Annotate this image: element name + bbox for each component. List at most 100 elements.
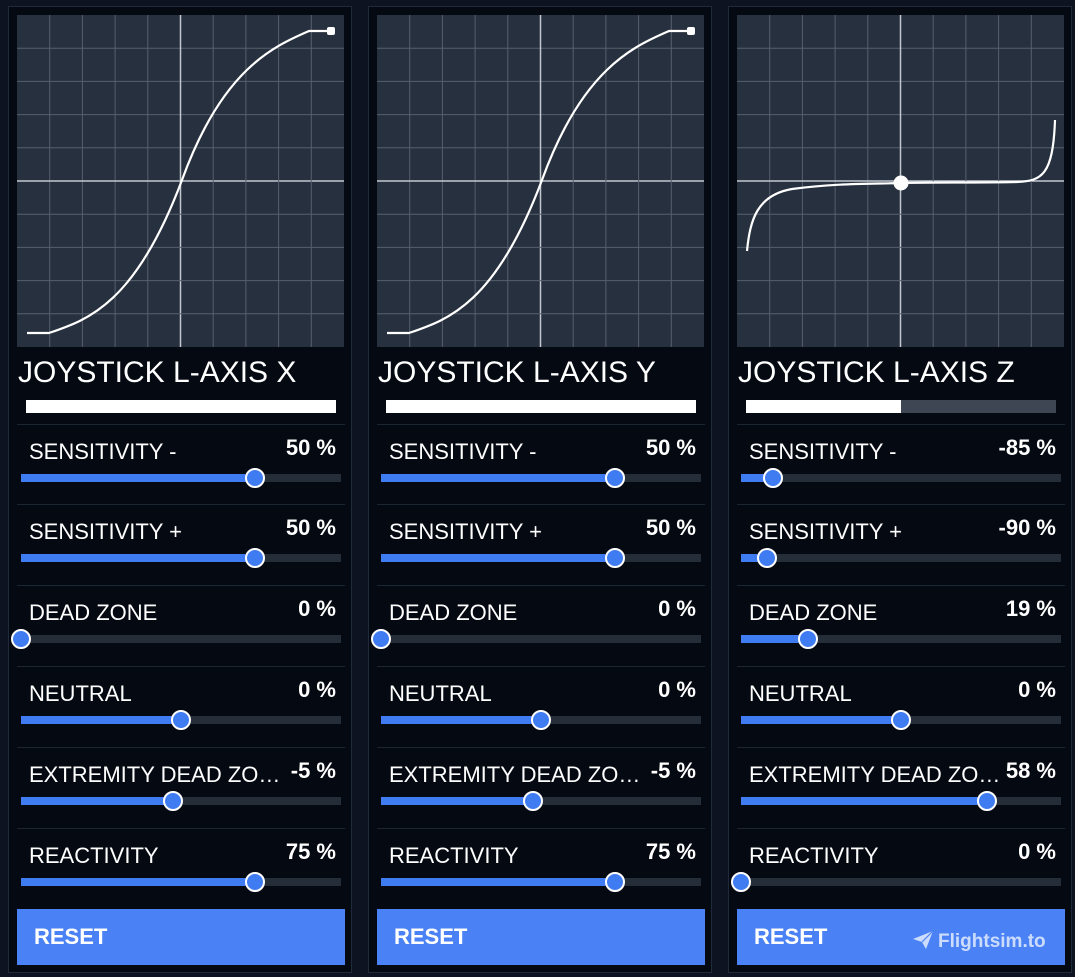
reactivity-slider[interactable] xyxy=(731,872,1061,892)
slider-fill xyxy=(21,878,255,886)
slider-fill xyxy=(381,797,533,805)
slider-fill xyxy=(381,716,541,724)
axis-panel-y: JOYSTICK L-AXIS Y SENSITIVITY - 50 % SEN… xyxy=(368,6,712,973)
slider-thumb[interactable] xyxy=(371,629,391,649)
slider-thumb[interactable] xyxy=(244,872,265,892)
setting-value: 19 % xyxy=(1005,596,1056,621)
setting-value: -90 % xyxy=(998,515,1056,540)
axis-input-meter-fill xyxy=(746,400,901,413)
extremity-dead-zone-slider[interactable] xyxy=(381,791,701,811)
axis-title: JOYSTICK L-AXIS Z xyxy=(738,356,1015,389)
axis-input-meter xyxy=(386,400,696,413)
slider-thumb[interactable] xyxy=(977,791,998,811)
setting-dead-zone: DEAD ZONE 0 % xyxy=(11,585,345,665)
dead-zone-slider[interactable] xyxy=(371,629,701,649)
slider-thumb[interactable] xyxy=(604,548,625,568)
reset-button[interactable]: RESET xyxy=(17,909,345,965)
reset-button[interactable]: RESET xyxy=(377,909,705,965)
slider-thumb[interactable] xyxy=(244,468,265,488)
response-curve-graph xyxy=(377,15,704,347)
neutral-slider[interactable] xyxy=(21,710,341,730)
axis-input-meter-fill xyxy=(26,400,336,413)
slider-thumb[interactable] xyxy=(244,548,265,568)
dead-zone-slider[interactable] xyxy=(11,629,341,649)
slider-thumb[interactable] xyxy=(604,872,625,892)
setting-value: -5 % xyxy=(650,758,696,783)
setting-extremity-dead-zone: EXTREMITY DEAD ZONE -5 % xyxy=(17,747,345,827)
slider-thumb[interactable] xyxy=(11,629,31,649)
slider-thumb[interactable] xyxy=(891,710,911,730)
extremity-dead-zone-slider[interactable] xyxy=(21,791,341,811)
axis-title: JOYSTICK L-AXIS Y xyxy=(378,356,656,389)
slider-thumb[interactable] xyxy=(531,710,551,730)
slider-fill xyxy=(21,554,255,562)
setting-label: EXTREMITY DEAD ZONE xyxy=(389,762,644,787)
setting-label: DEAD ZONE xyxy=(749,600,878,625)
response-curve xyxy=(27,29,331,335)
slider-thumb[interactable] xyxy=(604,468,625,488)
setting-sensitivity-minus: SENSITIVITY - 50 % xyxy=(17,424,345,504)
slider-fill xyxy=(381,878,615,886)
setting-neutral: NEUTRAL 0 % xyxy=(737,666,1065,746)
setting-extremity-dead-zone: EXTREMITY DEAD ZONE -5 % xyxy=(377,747,705,827)
extremity-dead-zone-slider[interactable] xyxy=(741,791,1061,811)
setting-value: 0 % xyxy=(658,677,696,702)
setting-sensitivity-plus: SENSITIVITY + -90 % xyxy=(737,504,1065,584)
setting-label: SENSITIVITY - xyxy=(29,439,177,464)
setting-value: 50 % xyxy=(285,515,336,540)
slider-thumb[interactable] xyxy=(763,468,783,488)
setting-dead-zone: DEAD ZONE 0 % xyxy=(371,585,705,665)
axis-title: JOYSTICK L-AXIS X xyxy=(18,356,297,389)
setting-label: SENSITIVITY - xyxy=(389,439,537,464)
setting-label: SENSITIVITY + xyxy=(29,519,183,544)
slider-thumb[interactable] xyxy=(163,791,183,811)
setting-neutral: NEUTRAL 0 % xyxy=(17,666,345,746)
setting-value: 0 % xyxy=(1018,677,1056,702)
sensitivity-minus-slider[interactable] xyxy=(21,468,341,488)
setting-value: 50 % xyxy=(645,515,696,540)
axis-input-meter-fill xyxy=(386,400,696,413)
response-curve xyxy=(387,29,691,335)
reactivity-slider[interactable] xyxy=(381,872,701,892)
axis-panel-z: JOYSTICK L-AXIS Z SENSITIVITY - -85 % SE… xyxy=(728,6,1072,973)
sensitivity-minus-slider[interactable] xyxy=(741,468,1061,488)
slider-thumb[interactable] xyxy=(171,710,191,730)
setting-sensitivity-minus: SENSITIVITY - 50 % xyxy=(377,424,705,504)
setting-label: SENSITIVITY - xyxy=(749,439,897,464)
sensitivity-minus-slider[interactable] xyxy=(381,468,701,488)
setting-value: 75 % xyxy=(645,839,696,864)
slider-thumb[interactable] xyxy=(523,791,543,811)
sensitivity-plus-slider[interactable] xyxy=(381,548,701,568)
reactivity-slider[interactable] xyxy=(21,872,341,892)
setting-value: 75 % xyxy=(285,839,336,864)
slider-thumb[interactable] xyxy=(798,629,819,649)
setting-value: 50 % xyxy=(645,435,696,460)
setting-reactivity: REACTIVITY 75 % xyxy=(377,828,705,908)
sensitivity-plus-slider[interactable] xyxy=(741,548,1061,568)
setting-label: NEUTRAL xyxy=(389,681,492,706)
slider-fill xyxy=(741,716,901,724)
watermark: Flightsim.to xyxy=(912,930,1046,953)
reset-button[interactable]: RESET xyxy=(737,909,1065,965)
dead-zone-slider[interactable] xyxy=(741,629,1061,649)
sensitivity-plus-slider[interactable] xyxy=(21,548,341,568)
setting-value: 0 % xyxy=(1018,839,1056,864)
setting-value: 0 % xyxy=(658,596,696,621)
neutral-slider[interactable] xyxy=(381,710,701,730)
slider-thumb[interactable] xyxy=(731,872,751,892)
slider-fill xyxy=(741,635,809,643)
paper-plane-icon xyxy=(913,930,934,949)
slider-fill xyxy=(381,554,615,562)
setting-sensitivity-minus: SENSITIVITY - -85 % xyxy=(737,424,1065,504)
setting-label: NEUTRAL xyxy=(29,681,132,706)
setting-label: EXTREMITY DEAD ZONE xyxy=(29,762,284,787)
setting-label: SENSITIVITY + xyxy=(389,519,543,544)
response-curve-graph xyxy=(17,15,344,347)
setting-label: REACTIVITY xyxy=(749,843,879,868)
slider-fill xyxy=(21,716,181,724)
curve-end-marker xyxy=(687,27,695,35)
slider-thumb[interactable] xyxy=(756,548,777,568)
setting-label: DEAD ZONE xyxy=(29,600,158,625)
axis-input-meter xyxy=(26,400,336,413)
neutral-slider[interactable] xyxy=(741,710,1061,730)
